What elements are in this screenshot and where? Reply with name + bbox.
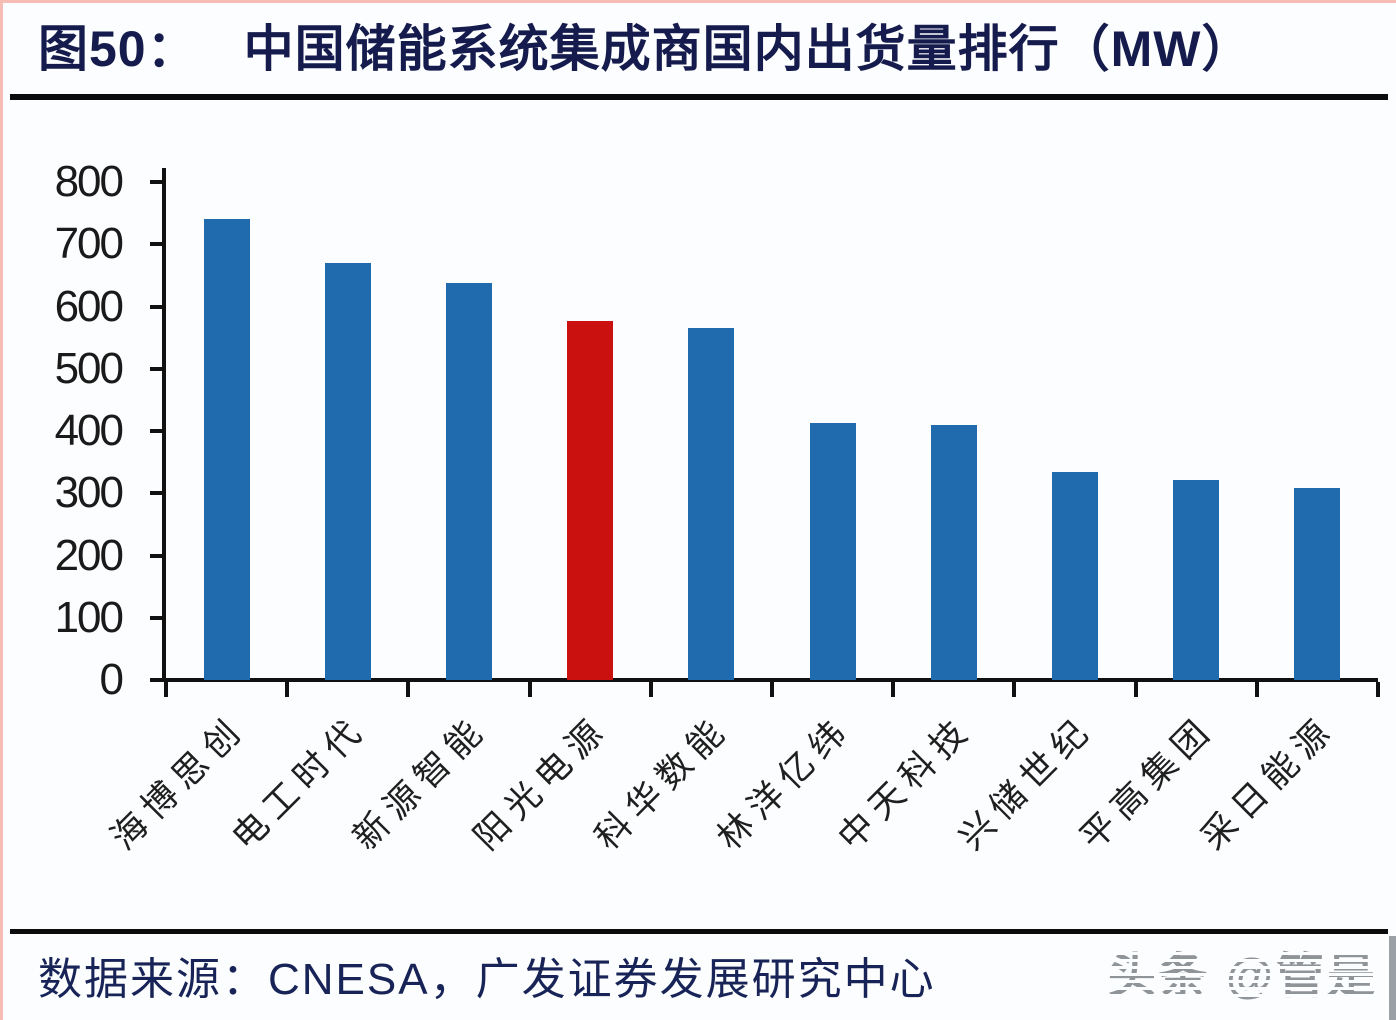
left-edge-tint [0,0,3,1020]
y-axis-tick-label: 700 [54,219,124,269]
y-axis-line [162,168,166,682]
bar-科华数能 [688,328,735,680]
bar-平高集团 [1173,480,1220,680]
figure-title: 图50： 中国储能系统集成商国内出货量排行（MW） [38,18,1376,80]
y-axis-tick-label: 800 [54,157,124,206]
x-axis-tick [164,682,168,697]
figure-title-text: 中国储能系统集成商国内出货量排行（MW） [243,21,1253,77]
y-axis-tick [150,553,166,558]
y-axis-tick-label: 0 [99,655,124,704]
bar-海博思创 [203,219,250,680]
y-axis-tick-label: 100 [54,592,124,642]
bar-中天科技 [930,425,977,680]
x-axis-tick [406,682,411,697]
y-axis-tick [150,366,166,371]
watermark: 头条 @管是 [1107,948,1379,1006]
x-axis-tick [1012,682,1017,697]
x-axis-tick [1376,682,1380,697]
bar-新源智能 [446,282,492,680]
y-axis-tick-label: 600 [54,281,124,331]
y-axis-tick [150,615,166,620]
x-axis-tick [891,682,896,697]
x-axis-tick [527,682,532,697]
y-axis-tick-label: 300 [54,468,124,518]
bar-阳光电源 [567,320,614,680]
x-axis-tick [1254,682,1259,697]
bar-采日能源 [1294,488,1341,680]
top-edge-tint [0,0,1396,3]
bar-电工时代 [324,262,371,680]
data-source: 数据来源：CNESA，广发证券发展研究中心 [38,955,936,1004]
y-axis-tick [150,242,166,247]
y-axis-tick-label: 500 [54,343,124,393]
x-axis-tick [648,682,653,697]
figure-number: 图50： [38,21,198,77]
x-axis-tick [1133,682,1138,697]
title-divider [10,94,1388,100]
bar-兴储世纪 [1052,472,1098,680]
y-axis-tick [150,491,166,496]
y-axis-tick-label: 400 [54,406,124,455]
right-edge-scrollbar-fragment [1389,936,1396,1020]
x-axis-tick [285,682,290,697]
x-axis-tick [770,682,774,697]
y-axis-tick [150,678,166,682]
footer-divider [10,929,1388,934]
y-axis-tick-label: 200 [54,530,124,580]
y-axis-tick [150,180,166,184]
x-axis-line [162,678,1378,682]
y-axis-tick [150,429,166,433]
bar-林洋亿纬 [809,422,856,680]
y-axis-tick [150,304,166,309]
